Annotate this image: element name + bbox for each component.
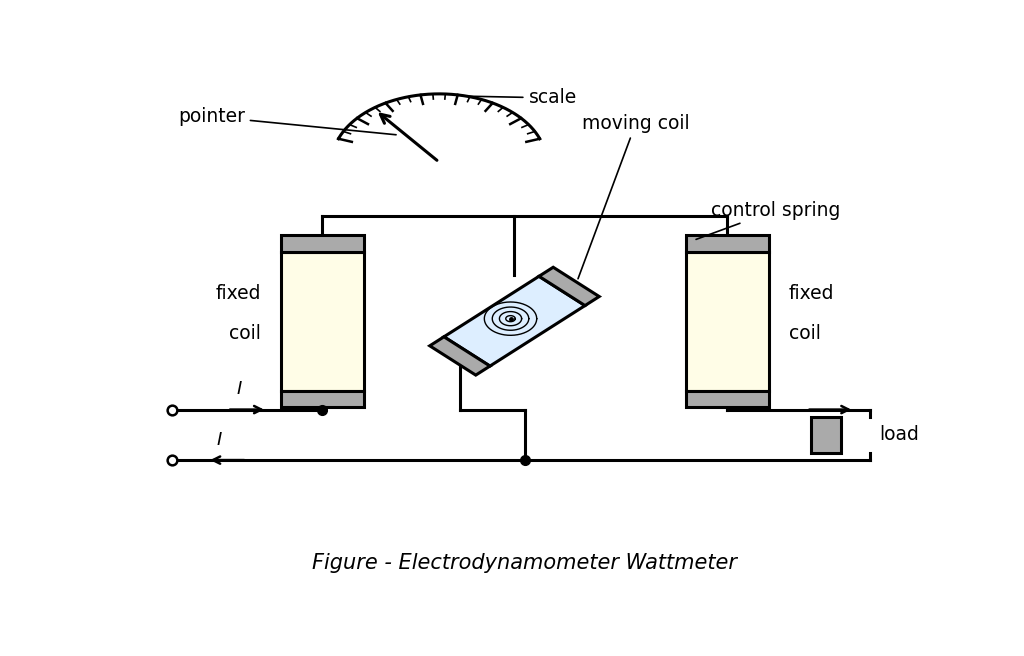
- Polygon shape: [444, 276, 585, 366]
- Text: Figure - Electrodynamometer Wattmeter: Figure - Electrodynamometer Wattmeter: [312, 552, 737, 573]
- Bar: [811, 417, 842, 453]
- Bar: [685, 252, 769, 391]
- Text: fixed: fixed: [215, 284, 261, 303]
- Text: scale: scale: [470, 89, 577, 108]
- Bar: [685, 236, 769, 252]
- Bar: [281, 391, 365, 407]
- Text: fixed: fixed: [788, 284, 835, 303]
- Polygon shape: [539, 267, 599, 306]
- Text: coil: coil: [229, 324, 261, 343]
- Text: coil: coil: [788, 324, 820, 343]
- Text: moving coil: moving coil: [578, 113, 690, 279]
- Bar: [685, 391, 769, 407]
- Text: control spring: control spring: [696, 201, 841, 239]
- Bar: [281, 236, 365, 252]
- Text: pointer: pointer: [178, 107, 396, 134]
- Text: I: I: [217, 431, 222, 449]
- Polygon shape: [430, 337, 489, 375]
- Bar: [281, 252, 365, 391]
- Text: load: load: [880, 425, 920, 444]
- Text: I: I: [237, 380, 242, 398]
